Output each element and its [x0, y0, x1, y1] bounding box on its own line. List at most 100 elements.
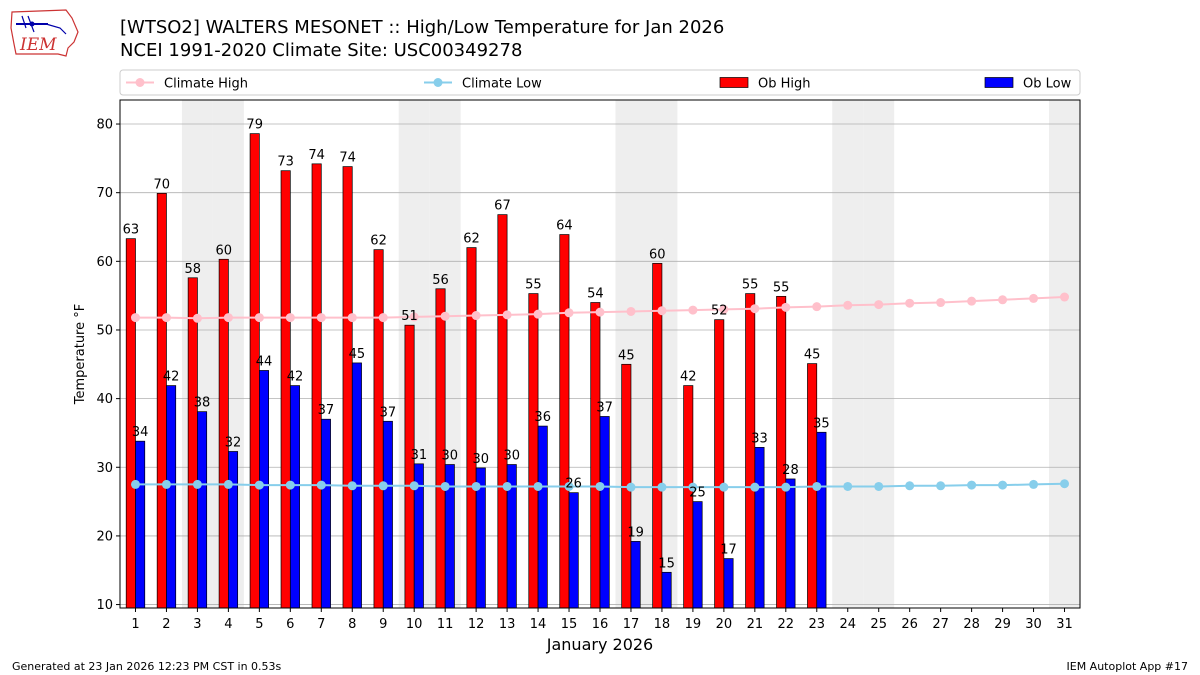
ob-high-bar: [404, 324, 415, 609]
ob-high-label: 67: [494, 199, 511, 214]
x-tick-label: 12: [468, 617, 485, 632]
ob-high-bar: [218, 258, 229, 609]
ob-high-bar: [497, 214, 508, 609]
climate-high-point: [750, 304, 760, 314]
ob-low-bar: [661, 571, 672, 609]
weekend-shade: [1049, 100, 1080, 608]
climate-low-point: [1029, 479, 1039, 489]
climate-high-point: [471, 311, 481, 321]
ob-low-bar: [135, 440, 146, 609]
ob-high-label: 62: [370, 234, 387, 249]
climate-low-point: [905, 481, 915, 491]
climate-high-point: [440, 311, 450, 321]
climate-high-point: [657, 306, 667, 316]
climate-high-point: [905, 298, 915, 308]
ob-low-label: 19: [627, 525, 644, 540]
ob-low-label: 37: [596, 400, 613, 415]
ob-low-bar: [785, 478, 796, 609]
x-tick-label: 25: [870, 617, 887, 632]
ob-high-bar: [311, 163, 322, 609]
ob-low-bar: [320, 418, 331, 609]
ob-low-label: 38: [194, 396, 211, 411]
climate-high-point: [502, 310, 512, 320]
ob-high-bar: [373, 249, 384, 609]
climate-low-point: [936, 481, 946, 491]
ob-low-label: 26: [565, 477, 582, 492]
ob-high-bar: [528, 293, 539, 609]
climate-low-point: [874, 481, 884, 491]
ob-low-bar: [754, 447, 765, 609]
climate-high-point: [1029, 293, 1039, 303]
x-tick-label: 28: [963, 617, 980, 632]
climate-high-point: [843, 300, 853, 310]
ob-low-label: 15: [658, 556, 675, 571]
ob-low-bar: [816, 431, 827, 609]
iem-logo: IEM: [10, 9, 79, 57]
ob-high-bar: [156, 193, 167, 609]
x-tick-label: 19: [685, 617, 702, 632]
ob-high-bar: [280, 170, 291, 609]
ob-high-label: 62: [463, 232, 480, 247]
ob-low-bar: [197, 411, 208, 609]
climate-low-point: [750, 482, 760, 492]
y-axis-label: Temperature °F: [73, 304, 88, 405]
x-tick-label: 2: [162, 617, 170, 632]
ob-high-label: 73: [277, 155, 294, 170]
ob-high-label: 45: [804, 348, 821, 363]
climate-high-point: [719, 304, 729, 314]
x-tick-label: 15: [561, 617, 578, 632]
ob-low-label: 45: [349, 347, 366, 362]
climate-low-point: [161, 479, 171, 489]
x-tick-label: 22: [778, 617, 795, 632]
chart-title: [WTSO2] WALTERS MESONET :: High/Low Temp…: [120, 17, 725, 38]
y-tick-label: 70: [96, 186, 113, 201]
climate-high-point: [378, 313, 388, 323]
ob-high-bar: [714, 319, 725, 609]
ob-high-label: 60: [215, 243, 232, 258]
climate-high-point: [347, 313, 357, 323]
ob-high-label: 42: [680, 370, 697, 385]
climate-high-point: [998, 295, 1008, 305]
climate-low-point: [967, 480, 977, 490]
climate-low-point: [843, 481, 853, 491]
x-tick-label: 7: [317, 617, 325, 632]
x-tick-label: 1: [131, 617, 139, 632]
app-footer: IEM Autoplot App #17: [1066, 660, 1189, 673]
climate-high-point: [781, 302, 791, 312]
x-tick-label: 13: [499, 617, 516, 632]
ob-low-label: 30: [473, 452, 490, 467]
ob-high-bar: [776, 295, 787, 609]
climate-low-point: [316, 480, 326, 490]
ob-low-bar: [289, 385, 300, 609]
climate-high-point: [161, 313, 171, 323]
climate-high-point: [812, 302, 822, 312]
climate-low-point: [564, 481, 574, 491]
ob-high-label: 55: [525, 278, 542, 293]
ob-high-label: 52: [711, 304, 728, 319]
x-tick-label: 10: [406, 617, 423, 632]
weekend-shade: [832, 100, 864, 608]
climate-high-point: [316, 313, 326, 323]
climate-high-point: [192, 313, 202, 323]
y-tick-label: 60: [96, 255, 113, 270]
ob-high-bar: [342, 166, 353, 609]
ob-low-label: 25: [689, 486, 706, 501]
legend-label: Ob High: [758, 77, 811, 92]
x-tick-label: 24: [839, 617, 856, 632]
climate-low-point: [626, 482, 636, 492]
x-tick-label: 23: [809, 617, 826, 632]
x-axis-label: January 2026: [546, 635, 653, 654]
climate-low-point: [254, 480, 264, 490]
climate-low-point: [719, 482, 729, 492]
x-tick-label: 8: [348, 617, 356, 632]
legend-label: Climate High: [164, 77, 248, 92]
ob-high-label: 63: [123, 223, 140, 238]
x-tick-label: 6: [286, 617, 294, 632]
generated-footer: Generated at 23 Jan 2026 12:23 PM CST in…: [12, 660, 282, 673]
ob-low-label: 44: [256, 354, 273, 369]
x-tick-label: 4: [224, 617, 232, 632]
climate-high-point: [595, 307, 605, 317]
climate-low-point: [409, 481, 419, 491]
climate-high-point: [626, 306, 636, 316]
ob-high-label: 55: [742, 278, 759, 293]
